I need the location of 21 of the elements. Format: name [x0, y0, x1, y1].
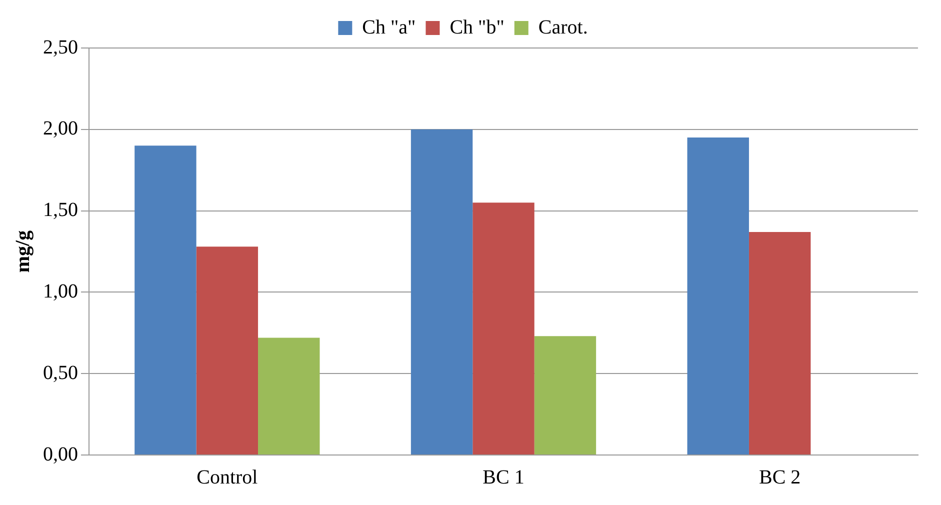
- x-tick-label: Control: [196, 466, 258, 488]
- legend-label: Carot.: [538, 16, 588, 38]
- x-tick-label: BC 1: [482, 466, 524, 488]
- bar: [687, 138, 749, 454]
- bar: [258, 338, 320, 454]
- y-tick-label: 0,00: [43, 443, 78, 466]
- y-tick-label: 1,00: [43, 280, 78, 302]
- y-tick-label: 1,50: [43, 199, 78, 222]
- legend-label: Ch "b": [450, 16, 504, 38]
- bar: [410, 129, 473, 454]
- bar: [748, 232, 811, 454]
- bar: [472, 202, 534, 454]
- y-axis-title: mg/g: [12, 230, 34, 273]
- legend-label: Ch "a": [362, 16, 416, 38]
- y-tick-label: 0,50: [43, 362, 78, 384]
- y-tick-label: 2,00: [43, 118, 78, 140]
- x-tick-label: BC 2: [758, 466, 801, 488]
- y-tick-label: 2,50: [43, 36, 78, 58]
- bar: [534, 336, 596, 454]
- bar: [134, 146, 196, 454]
- bar: [196, 246, 258, 454]
